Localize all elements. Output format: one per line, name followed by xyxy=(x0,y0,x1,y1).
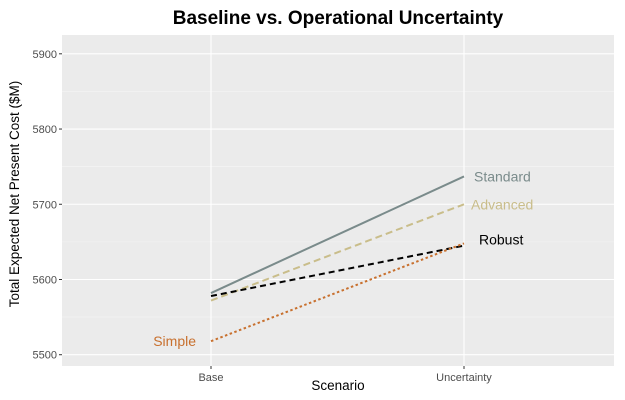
y-tick-label: 5500 xyxy=(33,350,57,362)
x-tick-label: Base xyxy=(198,372,223,384)
series-label-advanced: Advanced xyxy=(471,196,533,212)
y-tick-label: 5700 xyxy=(33,199,57,211)
x-tick-label: Uncertainty xyxy=(436,372,492,384)
y-tick-label: 5900 xyxy=(33,49,57,61)
gridlines xyxy=(62,35,614,366)
series-labels: Standard Advanced Robust Simple xyxy=(153,168,533,349)
y-tick-label: 5600 xyxy=(33,274,57,286)
series-label-simple: Simple xyxy=(153,333,196,349)
y-axis-title: Total Expected Net Present Cost ($M) xyxy=(7,81,22,308)
series-lines xyxy=(210,175,465,343)
chart-title: Baseline vs. Operational Uncertainty xyxy=(173,8,504,29)
series-line-robust xyxy=(210,244,465,298)
series-label-standard: Standard xyxy=(474,168,531,184)
series-line-standard xyxy=(210,175,465,294)
x-axis-title: Scenario xyxy=(311,378,364,393)
series-line-simple xyxy=(210,242,465,343)
y-axis: 5500 5600 5700 5800 5900 xyxy=(33,49,62,362)
x-axis: Base Uncertainty xyxy=(198,366,492,384)
series-line-advanced xyxy=(210,203,465,302)
series-label-robust: Robust xyxy=(479,232,523,248)
plot-panel xyxy=(62,35,614,366)
y-tick-label: 5800 xyxy=(33,124,57,136)
